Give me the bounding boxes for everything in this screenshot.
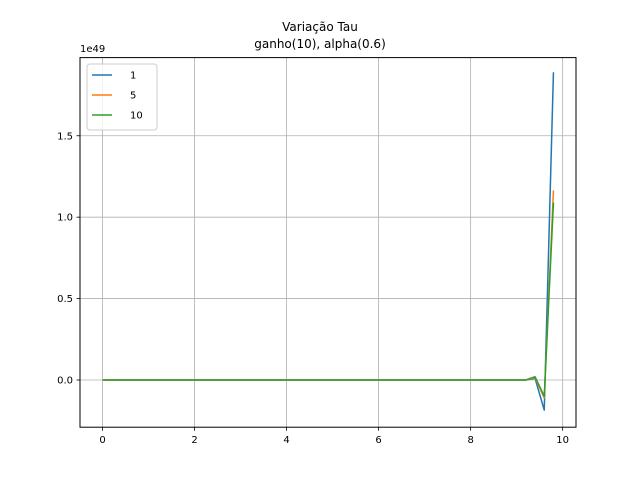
x-tick-label: 0 <box>99 435 105 446</box>
series-lines <box>102 72 555 411</box>
legend-box <box>86 63 158 131</box>
y-tick-label: 0.5 <box>57 294 73 305</box>
x-tick-label: 10 <box>556 435 569 446</box>
x-axis: 0 2 4 6 8 10 <box>99 427 569 446</box>
x-tick-label: 6 <box>375 435 381 446</box>
y-tick-label: 1.5 <box>57 131 73 142</box>
y-offset-label: 1e49 <box>80 44 105 55</box>
y-tick-label: 0.0 <box>57 375 73 386</box>
x-tick-label: 8 <box>467 435 473 446</box>
x-tick-label: 2 <box>191 435 197 446</box>
y-axis: 0.0 0.5 1.0 1.5 <box>57 131 80 386</box>
legend-label-5: 5 <box>130 91 136 102</box>
legend-label-10: 10 <box>130 111 143 122</box>
x-tick-label: 4 <box>283 435 289 446</box>
series-line-10 <box>102 202 555 398</box>
y-tick-label: 1.0 <box>57 213 73 224</box>
legend-label-1: 1 <box>130 71 136 82</box>
chart-title: Variação Tau <box>282 20 358 34</box>
plot-frame <box>79 57 577 428</box>
chart-subtitle: ganho(10), alpha(0.6) <box>254 37 386 51</box>
